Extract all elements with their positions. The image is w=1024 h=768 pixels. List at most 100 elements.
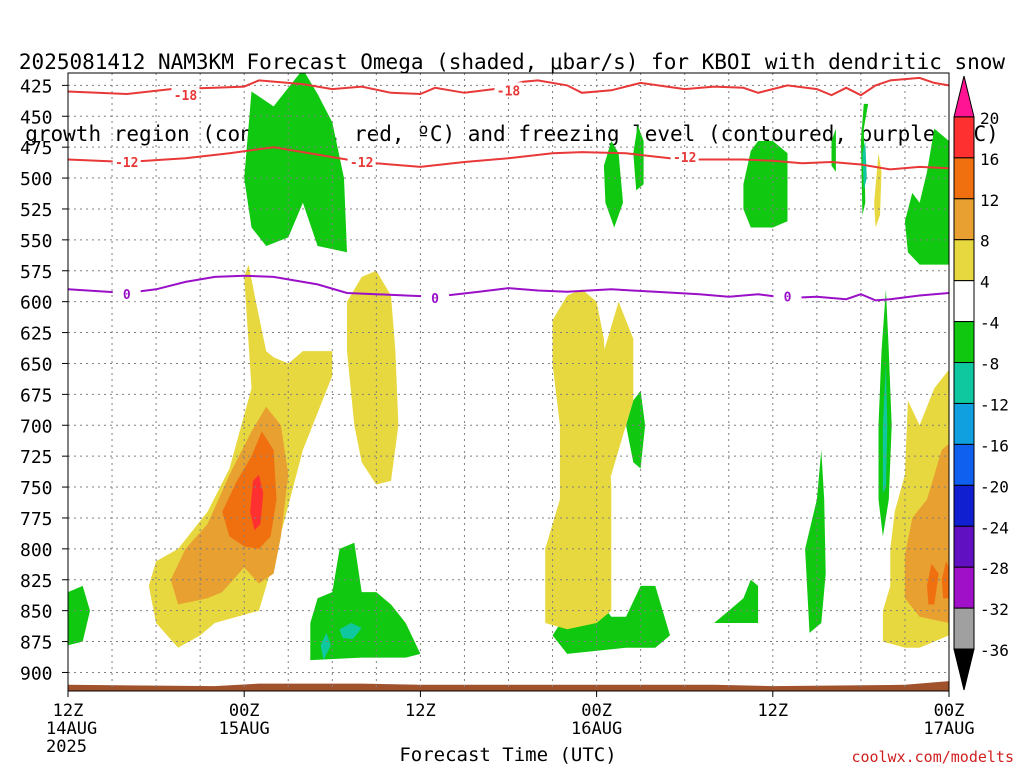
colorbar-label-9: -16 xyxy=(980,436,1009,455)
colorbar-swatch-7 xyxy=(953,362,975,404)
colorbar-swatch-4 xyxy=(953,239,975,282)
x-tick-label-1-0: 00Z xyxy=(229,701,260,721)
colorbar-swatch-3 xyxy=(953,198,975,241)
colorbar-label-14: -36 xyxy=(980,641,1009,660)
contour-label-0-0: -18 xyxy=(174,89,198,104)
contour-label-bg xyxy=(112,153,141,169)
colorbar-label-8: -12 xyxy=(980,395,1009,414)
contour-line-1 xyxy=(68,146,949,171)
colorbar-label-12: -28 xyxy=(980,559,1009,578)
omega-region-1 xyxy=(603,141,623,228)
plot-frame xyxy=(67,72,950,692)
colorbar-swatch-8 xyxy=(953,402,975,445)
contour-line-2 xyxy=(68,274,949,302)
y-tick-label-19: 900 xyxy=(20,663,53,684)
colorbar-label-1: 20 xyxy=(980,109,999,128)
y-tick-label-17: 850 xyxy=(20,602,53,623)
y-tick-label-10: 675 xyxy=(20,385,53,406)
contour-label-1-0: -12 xyxy=(115,156,138,171)
colorbar-swatch-2 xyxy=(953,157,975,200)
y-tick-label-11: 700 xyxy=(20,416,53,437)
colorbar-swatch-6 xyxy=(953,321,975,364)
omega-region-6 xyxy=(904,128,949,265)
colorbar-label-7: -8 xyxy=(980,355,999,374)
y-tick-label-8: 625 xyxy=(20,324,53,345)
y-tick-label-3: 500 xyxy=(20,169,53,190)
contour-label-bg xyxy=(421,289,450,305)
y-tick-label-12: 725 xyxy=(20,447,53,468)
omega-region-12 xyxy=(805,450,826,633)
y-tick-label-6: 575 xyxy=(20,262,53,283)
omega-region-2 xyxy=(633,124,644,191)
colorbar-top-arrow xyxy=(953,75,975,118)
omega-region-0 xyxy=(244,73,347,253)
colorbar-label-3: 12 xyxy=(980,191,999,210)
grid-lines xyxy=(68,73,949,691)
contour-label-bg xyxy=(171,87,200,103)
y-tick-label-9: 650 xyxy=(20,354,53,375)
colorbar-label-10: -20 xyxy=(980,477,1009,496)
omega-region-26 xyxy=(222,431,277,549)
temperature-contours: -18 -18 -12 -12 -12 0 0 0 xyxy=(68,76,949,307)
colorbar-label-2: 16 xyxy=(980,150,999,169)
y-tick-label-14: 775 xyxy=(20,509,53,530)
y-tick-label-2: 475 xyxy=(20,138,53,159)
x-tick-label-0-2: 2025 xyxy=(46,737,87,757)
omega-region-18 xyxy=(874,153,882,228)
x-tick-label-2-0: 12Z xyxy=(405,701,436,721)
omega-region-5 xyxy=(860,103,869,216)
omega-region-7 xyxy=(68,585,90,646)
colorbar-swatch-5 xyxy=(953,280,975,323)
y-tick-label-5: 550 xyxy=(20,231,53,252)
colorbar-bottom-arrow xyxy=(953,648,975,691)
contour-label-bg xyxy=(347,153,376,169)
y-tick-label-18: 875 xyxy=(20,633,53,654)
y-tick-label-15: 800 xyxy=(20,540,53,561)
x-tick-label-0-1: 14AUG xyxy=(46,719,97,739)
colorbar-swatch-1 xyxy=(953,116,975,159)
y-tick-label-0: 425 xyxy=(20,76,53,97)
omega-region-8 xyxy=(310,542,421,661)
colorbar-label-11: -24 xyxy=(980,518,1009,537)
contour-label-2-0: 0 xyxy=(123,288,131,303)
omega-region-3 xyxy=(743,141,788,228)
contour-label-0-1: -18 xyxy=(497,84,521,99)
x-tick-label-5-0: 00Z xyxy=(934,701,965,721)
colorbar-label-5: 4 xyxy=(980,273,990,292)
omega-region-10 xyxy=(714,579,759,623)
contour-label-2-2: 0 xyxy=(784,291,792,306)
colorbar-swatch-12 xyxy=(953,566,975,609)
omega-region-16 xyxy=(320,632,331,661)
chart-title-line1: 2025081412 NAM3KM Forecast Omega (shaded… xyxy=(18,50,1006,74)
colorbar-swatch-9 xyxy=(953,443,975,486)
contour-label-1-1: -12 xyxy=(350,156,373,171)
contour-label-bg xyxy=(112,286,141,302)
x-tick-label-4-0: 12Z xyxy=(757,701,788,721)
y-tick-label-1: 450 xyxy=(20,107,53,128)
omega-region-22 xyxy=(586,301,634,500)
x-tick-label-3-1: 16AUG xyxy=(571,719,622,739)
y-tick-label-13: 750 xyxy=(20,478,53,499)
contour-label-bg xyxy=(773,288,802,304)
omega-region-4 xyxy=(831,128,836,172)
x-axis-label: Forecast Time (UTC) xyxy=(399,744,617,766)
contour-label-bg xyxy=(494,82,523,98)
contour-label-2-1: 0 xyxy=(431,292,439,307)
colorbar-swatch-13 xyxy=(953,607,975,650)
colorbar-swatch-10 xyxy=(953,484,975,527)
x-tick-label-1-1: 15AUG xyxy=(219,719,270,739)
colorbar-swatch-11 xyxy=(953,525,975,568)
contour-label-bg xyxy=(670,149,699,165)
y-axis: 425 450 475 500 525 550 575 600 625 650 675 700 725 7… xyxy=(20,76,68,684)
y-tick-label-16: 825 xyxy=(20,571,53,592)
credit-text: coolwx.com/modelts xyxy=(851,748,1014,766)
x-tick-label-3-0: 00Z xyxy=(581,701,612,721)
colorbar-label-6: -4 xyxy=(980,314,999,333)
contour-label-1-2: -12 xyxy=(673,151,696,166)
colorbar-label-13: -32 xyxy=(980,600,1009,619)
omega-region-20 xyxy=(347,270,399,485)
y-tick-label-4: 525 xyxy=(20,200,53,221)
omega-shading xyxy=(68,73,949,661)
omega-region-29 xyxy=(250,474,264,531)
